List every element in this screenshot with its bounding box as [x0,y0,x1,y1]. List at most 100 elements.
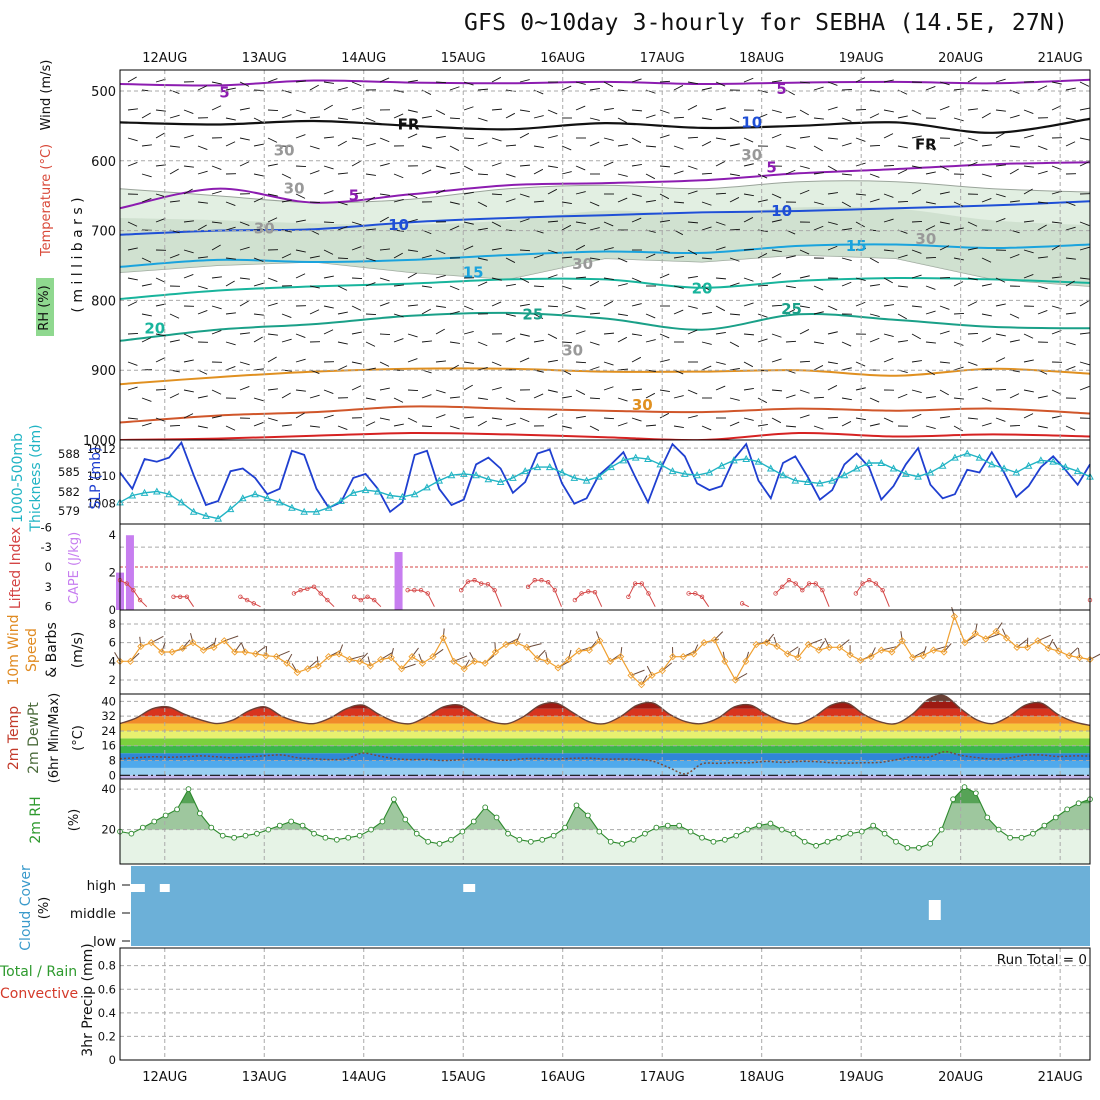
wind-barb [183,249,194,254]
thickness-marker [509,473,517,481]
wind-barb [1037,369,1048,375]
wind-barb [267,78,278,83]
wind-barb [183,188,193,195]
wind-barb [351,192,362,195]
isotherm-label: 30 [274,141,295,159]
wind-barb [589,312,601,315]
wind-barb [477,257,488,261]
temperature-band [120,760,1090,768]
lifted-index-line [627,583,656,607]
cloud-cover-unit-label: (%) [37,897,52,920]
wind-barb [505,198,516,203]
lifted-index-line [173,596,195,607]
wind-barb [155,277,166,283]
wind-barb [421,308,431,315]
thickness-marker [1000,464,1008,472]
wind-barb [729,197,740,203]
wind-barb [211,415,222,419]
wind-barb [925,257,937,259]
wind-barb [841,142,852,147]
wind-barb [155,417,166,422]
wind-barb [197,170,208,175]
wind-barb [841,281,852,287]
wind-barb [855,221,865,228]
wind-barb [547,165,558,169]
wind-barb [645,145,657,148]
wind-10m-barb [766,633,775,643]
wind-speed-point [470,657,479,665]
lifted-index-line [407,589,435,607]
wind-barb [407,249,418,252]
wind-barb [561,310,572,315]
wind-barb [393,284,404,287]
rh-point [619,840,625,847]
rh-point [858,828,865,835]
wind-speed-point [846,651,854,659]
rh-point [927,840,934,847]
thickness-marker [496,477,505,485]
thickness-marker [619,456,628,464]
rh-point [128,830,135,837]
wind-barb [547,333,558,339]
wind-barb [603,161,614,167]
isotherm-40 [120,431,1090,440]
wind-barb [771,304,783,307]
wind-tick: 8 [109,617,116,631]
rh-point [1041,822,1048,829]
wind-barb [701,172,713,175]
wind-speed-point [794,653,802,662]
wind-barb [911,135,922,139]
wind-barb [169,145,180,148]
lifted-index-point [545,580,551,585]
wind-barb [827,385,838,391]
rh-point [653,824,660,831]
wind-barb [323,190,334,195]
upper-air-y-tick: 600 [91,155,116,170]
wind-barb [463,245,474,251]
wind-barb [253,282,264,287]
wind-speed-point [648,671,656,679]
wind-barb [631,277,642,283]
wind-barb [561,395,572,399]
thickness-marker [374,487,382,495]
lifted-index-tick: 0 [45,560,52,574]
temp-tick: 8 [109,754,116,768]
wind-barb [813,396,825,399]
wind-barb [939,245,950,251]
wind-barb [211,105,222,111]
rh-area-fill [120,787,1090,864]
wind-barb [1065,280,1075,287]
wind-barb [953,281,964,287]
precip-total-rain-label: Total / Rain [0,964,77,980]
wind-barb [785,255,796,259]
wind-barb [799,305,810,309]
wind-barb [673,116,685,119]
wind-barb [127,277,138,281]
wind-barb [365,196,375,203]
lifted-index-point [325,597,330,603]
thickness-marker [816,479,824,487]
wind-barb [309,145,320,150]
wind-barb [841,117,852,122]
wind-barb [323,221,335,223]
rh-point [801,838,808,845]
wind-barb [463,221,474,225]
wind-barb [967,333,979,335]
wind-barb [1079,385,1090,391]
wind-10m-label-3: & Barbs [44,622,60,678]
wind-barb [1094,337,1100,342]
wind-barb [995,333,1006,337]
rh-point [596,828,603,835]
isotherm-label: FR [915,136,937,154]
wind-barb [141,197,152,203]
wind-barb [631,163,642,167]
wind-barb [281,173,292,179]
thickness-marker [717,461,726,469]
wind-speed-point [606,657,614,665]
wind-barb [407,333,418,338]
wind-barb [911,389,922,394]
wind-speed-point [919,652,927,660]
wind-barb [533,393,544,399]
wind-barb [659,249,670,253]
wind-barb [1094,314,1100,315]
